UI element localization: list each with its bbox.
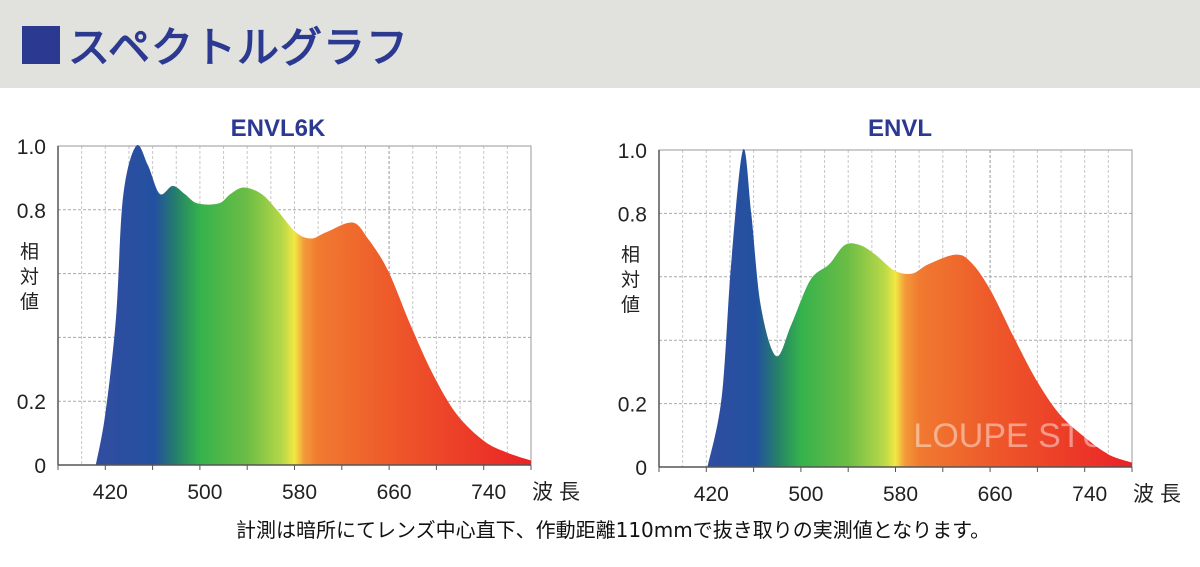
y-axis-label: 相対値 xyxy=(618,244,640,319)
y-tick-label: 0 xyxy=(34,455,46,478)
x-tick-label: 500 xyxy=(187,481,222,504)
y-tick-label: 0.2 xyxy=(17,391,46,414)
y-tick-label: 1.0 xyxy=(618,140,647,163)
y-axis-label: 相対値 xyxy=(17,241,39,316)
y-tick-label: 0.8 xyxy=(17,200,46,223)
chart-title: ENVL xyxy=(868,115,932,142)
header-bar: スペクトルグラフ xyxy=(0,0,1200,88)
x-axis-label: 波長 xyxy=(532,480,586,504)
measurement-note: 計測は暗所にてレンズ中心直下、作動距離110mmで抜き取りの実測値となります。 xyxy=(236,518,991,542)
y-tick-label: 1.0 xyxy=(17,136,46,159)
x-tick-label: 420 xyxy=(93,481,128,504)
y-tick-label: 0.8 xyxy=(618,203,647,226)
x-tick-label: 660 xyxy=(377,481,412,504)
x-axis-label: 波長 xyxy=(1133,482,1187,506)
x-tick-label: 740 xyxy=(1072,483,1107,506)
chart-title: ENVL6K xyxy=(231,115,326,142)
x-tick-label: 740 xyxy=(471,481,506,504)
square-bullet-icon xyxy=(22,25,60,64)
x-tick-label: 420 xyxy=(694,483,729,506)
spectrum-area xyxy=(95,144,531,466)
y-tick-label: 0.2 xyxy=(618,394,647,417)
page-title: スペクトルグラフ xyxy=(22,14,409,75)
watermark-logo: LOUPE STUDIO xyxy=(913,417,1166,455)
x-tick-label: 500 xyxy=(788,483,823,506)
x-tick-label: 580 xyxy=(883,483,918,506)
page-title-text: スペクトルグラフ xyxy=(68,23,410,72)
x-tick-label: 580 xyxy=(282,481,317,504)
y-tick-label: 0 xyxy=(635,457,647,480)
x-tick-label: 660 xyxy=(978,483,1013,506)
spectrum-area xyxy=(707,148,1132,467)
